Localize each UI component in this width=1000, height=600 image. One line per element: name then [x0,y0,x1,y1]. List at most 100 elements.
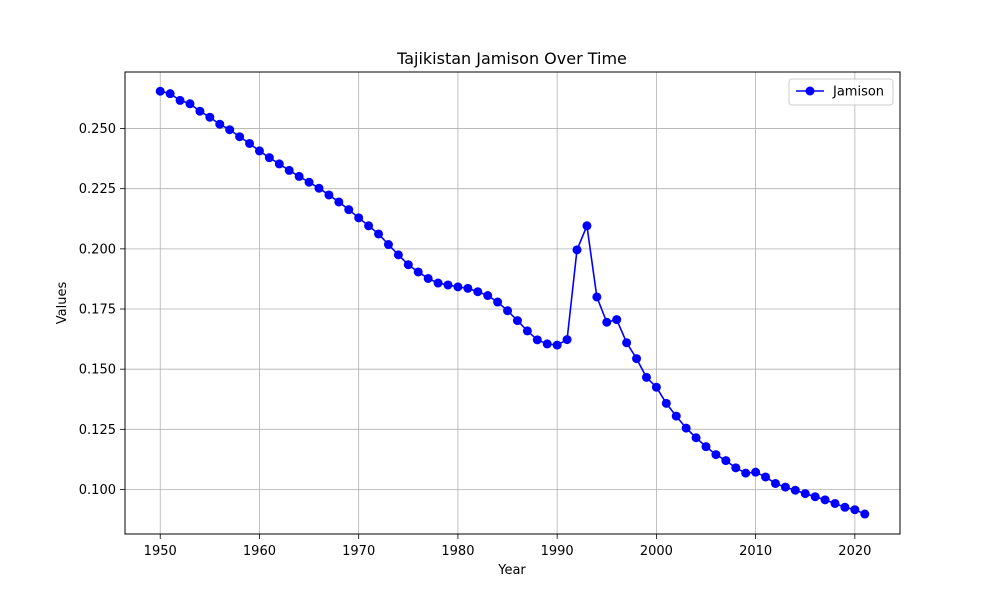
data-point [493,297,503,307]
data-point [612,315,622,325]
data-point [393,250,403,260]
data-point [205,112,215,122]
y-tick-label: 0.225 [79,182,116,197]
data-point [413,267,423,277]
data-point [622,338,632,348]
data-point [641,372,651,382]
data-point [364,221,374,231]
data-point [681,423,691,433]
data-point [483,291,493,301]
x-tick-label: 2010 [739,544,772,559]
data-point [344,205,354,215]
data-point [572,245,582,255]
data-point [751,467,761,477]
data-point [473,287,483,297]
data-point [314,183,324,193]
chart-title: Tajikistan Jamison Over Time [396,49,627,68]
data-point [433,278,443,288]
data-point [403,260,413,270]
data-point [860,509,870,519]
data-point [721,456,731,466]
data-point [165,89,175,99]
data-point [334,197,344,207]
data-point [274,159,284,169]
data-point [850,505,860,515]
data-point [374,229,384,239]
data-point [701,442,711,452]
grid-lines [125,72,900,534]
data-point [770,478,780,488]
data-point [820,495,830,505]
data-point [453,282,463,292]
data-point [632,354,642,364]
data-point [383,240,393,250]
x-tick-label: 1990 [541,544,574,559]
data-point [195,106,205,116]
data-point [512,316,522,326]
data-point [532,335,542,345]
y-tick-label: 0.100 [79,483,116,498]
data-point [790,485,800,495]
y-axis-label: Values [55,282,70,325]
data-point [840,502,850,512]
data-point [602,317,612,327]
data-point [463,283,473,293]
data-point [691,433,701,443]
x-axis-label: Year [497,563,526,578]
y-tick-label: 0.125 [79,423,116,438]
plot-area-frame [124,71,901,535]
data-point [175,95,185,105]
data-point [552,340,562,350]
data-point [830,498,840,508]
data-point [245,138,255,148]
series-line-jamison [160,90,866,515]
data-point [661,398,671,408]
data-point [503,306,513,316]
data-point [711,450,721,460]
data-point [284,165,294,175]
data-point [354,213,364,223]
data-point [522,326,532,336]
y-tick-label: 0.250 [79,122,116,137]
data-point [780,482,790,492]
data-point [542,339,552,349]
x-tick-label: 2000 [640,544,673,559]
data-point [443,280,453,290]
y-tick-label: 0.150 [79,363,116,378]
data-point [592,292,602,302]
data-point [731,463,741,473]
legend-box [788,78,894,106]
data-point [582,221,592,231]
data-point [235,132,245,142]
data-point [671,411,681,421]
data-point [254,146,264,156]
data-point [651,382,661,392]
axis-ticks: 1950 1960 1970 1980 1990 2000 2010 2020 0.100 0.1… [79,122,872,559]
data-point [304,177,314,187]
series-layer [155,86,870,519]
data-point [225,125,235,135]
y-tick-label: 0.200 [79,242,116,257]
data-point [264,153,274,163]
x-tick-label: 1970 [342,544,375,559]
x-tick-label: 1950 [144,544,177,559]
y-tick-label: 0.175 [79,303,116,318]
x-tick-label: 1960 [243,544,276,559]
data-point [294,171,304,181]
data-point [423,273,433,283]
x-tick-label: 1980 [441,544,474,559]
data-point [215,119,225,129]
data-point [741,468,751,478]
legend: Jamison [788,78,894,106]
legend-entry-jamison: Jamison [832,85,884,100]
x-tick-label: 2020 [838,544,871,559]
data-point [155,86,165,96]
data-point [800,489,810,499]
data-point [562,335,572,345]
data-point [324,190,334,200]
data-point [810,492,820,502]
legend-marker-swatch [805,86,815,96]
data-point [761,472,771,482]
